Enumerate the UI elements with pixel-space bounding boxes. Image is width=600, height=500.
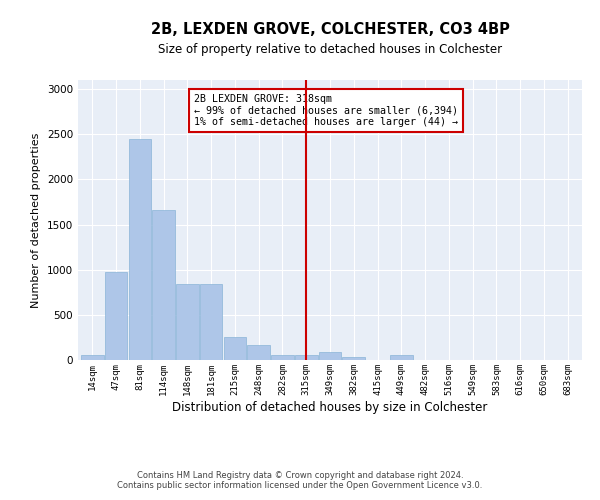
Bar bbox=[343, 357, 365, 360]
Text: 2B, LEXDEN GROVE, COLCHESTER, CO3 4BP: 2B, LEXDEN GROVE, COLCHESTER, CO3 4BP bbox=[151, 22, 509, 38]
Bar bbox=[105, 272, 127, 360]
Bar bbox=[152, 210, 175, 360]
Text: 2B LEXDEN GROVE: 318sqm
← 99% of detached houses are smaller (6,394)
1% of semi-: 2B LEXDEN GROVE: 318sqm ← 99% of detache… bbox=[194, 94, 458, 126]
Bar bbox=[128, 138, 151, 360]
Bar bbox=[295, 356, 317, 360]
Bar bbox=[81, 356, 104, 360]
Text: Size of property relative to detached houses in Colchester: Size of property relative to detached ho… bbox=[158, 42, 502, 56]
Bar bbox=[176, 284, 199, 360]
Bar bbox=[200, 284, 223, 360]
Y-axis label: Number of detached properties: Number of detached properties bbox=[31, 132, 41, 308]
Bar bbox=[271, 356, 294, 360]
Bar bbox=[319, 352, 341, 360]
Bar bbox=[247, 344, 270, 360]
Bar bbox=[390, 356, 413, 360]
Text: Contains HM Land Registry data © Crown copyright and database right 2024.
Contai: Contains HM Land Registry data © Crown c… bbox=[118, 470, 482, 490]
Bar bbox=[224, 337, 246, 360]
X-axis label: Distribution of detached houses by size in Colchester: Distribution of detached houses by size … bbox=[172, 400, 488, 413]
